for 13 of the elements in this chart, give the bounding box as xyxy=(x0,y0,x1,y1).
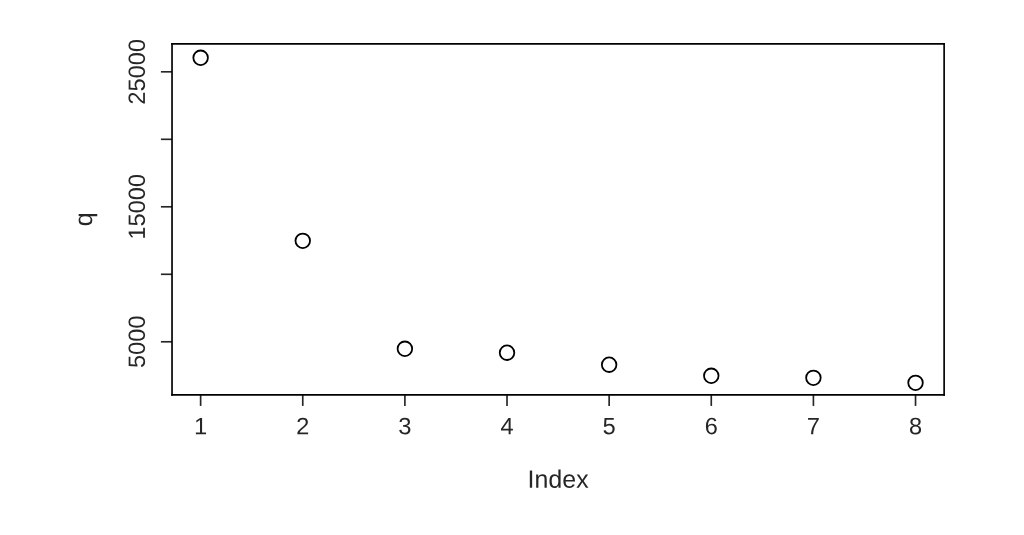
y-tick-label: 25000 xyxy=(128,39,146,104)
x-tick-label: 4 xyxy=(500,417,513,435)
y-tick-label: 5000 xyxy=(128,316,146,368)
x-tick-label: 5 xyxy=(603,417,615,435)
y-axis-title: q xyxy=(78,214,98,226)
x-axis-title: Index xyxy=(529,469,589,488)
x-tick-label: 8 xyxy=(909,417,922,435)
x-tick-label: 1 xyxy=(195,417,207,435)
y-tick-label: 15000 xyxy=(128,174,146,238)
x-tick-label: 2 xyxy=(297,417,309,435)
x-tick-label: 7 xyxy=(808,417,819,435)
x-tick-label: 6 xyxy=(705,417,717,435)
x-tick-label: 3 xyxy=(399,417,411,435)
